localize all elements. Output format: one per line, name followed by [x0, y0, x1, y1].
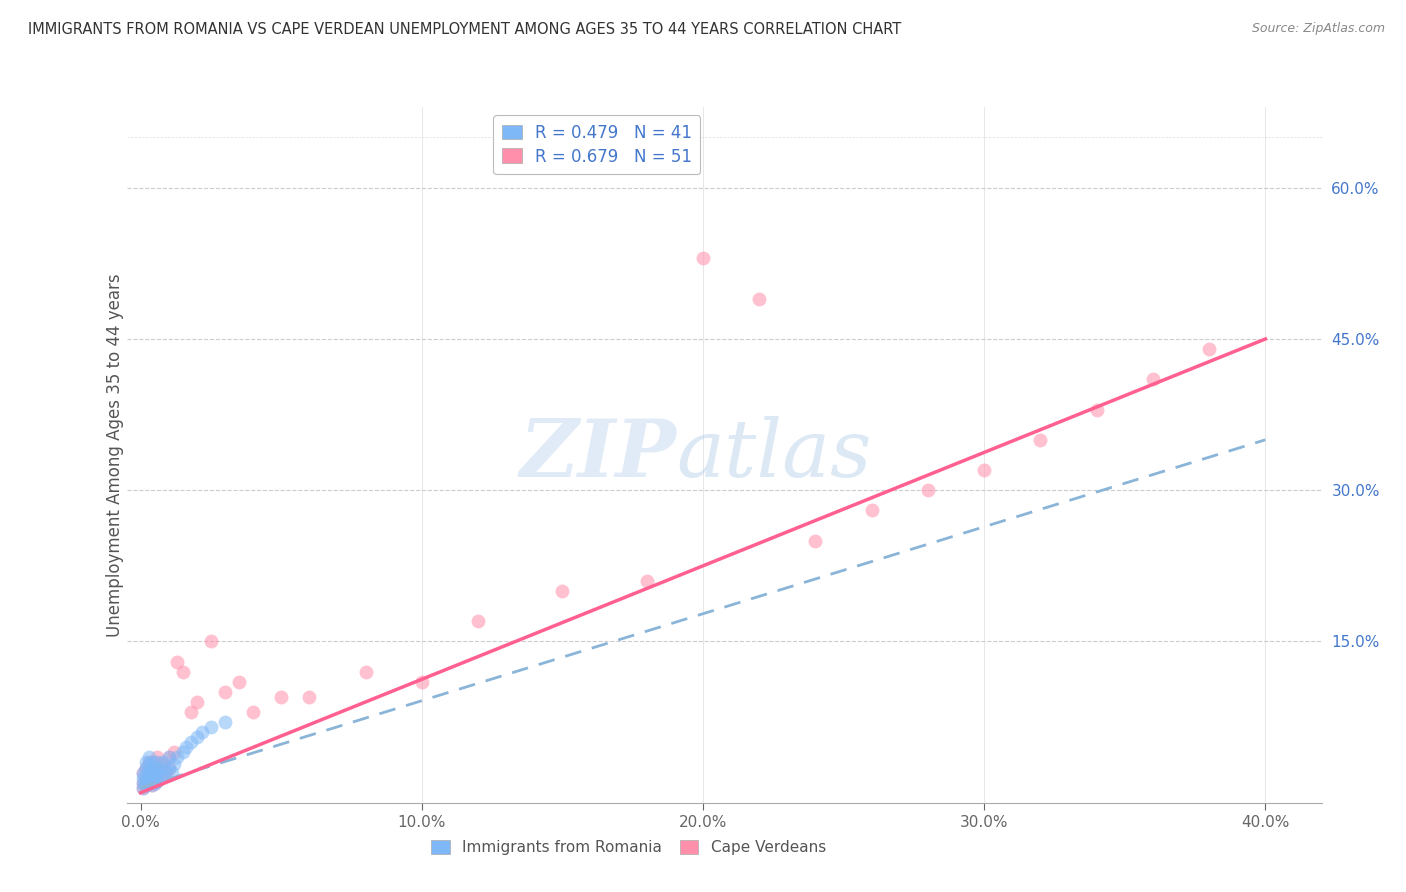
Point: [141, 778, 163, 792]
Point: [135, 778, 157, 792]
Point: [748, 292, 770, 306]
Point: [132, 780, 155, 795]
Point: [636, 574, 658, 588]
Point: [135, 760, 157, 774]
Point: [174, 740, 197, 755]
Point: [354, 665, 377, 679]
Point: [242, 705, 264, 719]
Point: [155, 764, 177, 778]
Point: [138, 764, 160, 778]
Point: [1029, 433, 1052, 447]
Point: [138, 775, 160, 789]
Point: [143, 756, 166, 770]
Point: [146, 765, 169, 780]
Text: atlas: atlas: [676, 417, 872, 493]
Point: [135, 773, 157, 788]
Point: [146, 750, 169, 764]
Point: [143, 775, 166, 789]
Point: [157, 750, 180, 764]
Text: Source: ZipAtlas.com: Source: ZipAtlas.com: [1251, 22, 1385, 36]
Point: [157, 760, 180, 774]
Point: [149, 771, 172, 785]
Point: [149, 760, 172, 774]
Point: [200, 634, 222, 648]
Point: [152, 767, 174, 781]
Point: [146, 764, 169, 778]
Point: [152, 767, 174, 781]
Point: [692, 252, 714, 266]
Point: [141, 760, 163, 774]
Point: [411, 674, 433, 689]
Point: [143, 765, 166, 780]
Point: [132, 771, 155, 785]
Point: [138, 775, 160, 789]
Point: [166, 655, 188, 669]
Y-axis label: Unemployment Among Ages 35 to 44 years: Unemployment Among Ages 35 to 44 years: [107, 273, 124, 637]
Point: [135, 771, 157, 785]
Point: [172, 665, 194, 679]
Point: [143, 775, 166, 789]
Point: [160, 765, 183, 780]
Point: [138, 767, 160, 781]
Point: [143, 760, 166, 774]
Point: [141, 756, 163, 770]
Point: [973, 463, 995, 477]
Point: [163, 757, 186, 772]
Point: [298, 690, 321, 704]
Point: [166, 750, 188, 764]
Point: [1085, 402, 1108, 417]
Point: [551, 584, 574, 599]
Point: [214, 715, 236, 730]
Point: [172, 745, 194, 759]
Point: [138, 756, 160, 770]
Point: [132, 765, 155, 780]
Point: [270, 690, 292, 704]
Point: [186, 731, 208, 745]
Point: [141, 771, 163, 785]
Point: [467, 615, 489, 629]
Point: [163, 745, 186, 759]
Point: [135, 778, 157, 792]
Point: [135, 767, 157, 781]
Point: [214, 685, 236, 699]
Point: [146, 773, 169, 788]
Point: [1198, 342, 1220, 356]
Point: [146, 756, 169, 770]
Point: [1142, 372, 1164, 386]
Point: [917, 483, 939, 498]
Point: [180, 705, 202, 719]
Point: [146, 773, 169, 788]
Point: [143, 767, 166, 781]
Point: [132, 775, 155, 789]
Point: [135, 756, 157, 770]
Point: [200, 720, 222, 734]
Point: [132, 780, 155, 795]
Point: [149, 760, 172, 774]
Point: [138, 750, 160, 764]
Point: [138, 757, 160, 772]
Point: [149, 771, 172, 785]
Point: [138, 771, 160, 785]
Point: [141, 764, 163, 778]
Point: [132, 775, 155, 789]
Point: [155, 765, 177, 780]
Point: [141, 771, 163, 785]
Point: [152, 756, 174, 770]
Legend: Immigrants from Romania, Cape Verdeans: Immigrants from Romania, Cape Verdeans: [425, 834, 832, 862]
Point: [152, 757, 174, 772]
Point: [157, 750, 180, 764]
Point: [804, 533, 827, 548]
Point: [186, 695, 208, 709]
Point: [135, 760, 157, 774]
Point: [132, 765, 155, 780]
Point: [860, 503, 883, 517]
Point: [141, 778, 163, 792]
Point: [157, 760, 180, 774]
Text: ZIP: ZIP: [519, 417, 676, 493]
Point: [191, 725, 214, 739]
Point: [228, 674, 250, 689]
Text: IMMIGRANTS FROM ROMANIA VS CAPE VERDEAN UNEMPLOYMENT AMONG AGES 35 TO 44 YEARS C: IMMIGRANTS FROM ROMANIA VS CAPE VERDEAN …: [28, 22, 901, 37]
Point: [180, 735, 202, 749]
